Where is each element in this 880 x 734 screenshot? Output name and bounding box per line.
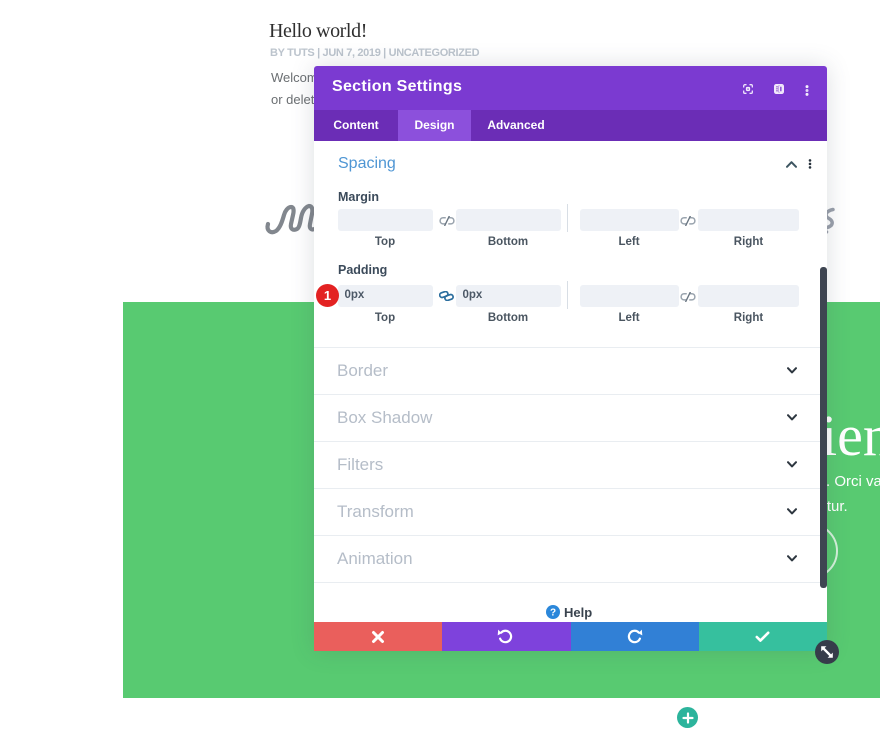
svg-text:?: ? [550,608,556,619]
